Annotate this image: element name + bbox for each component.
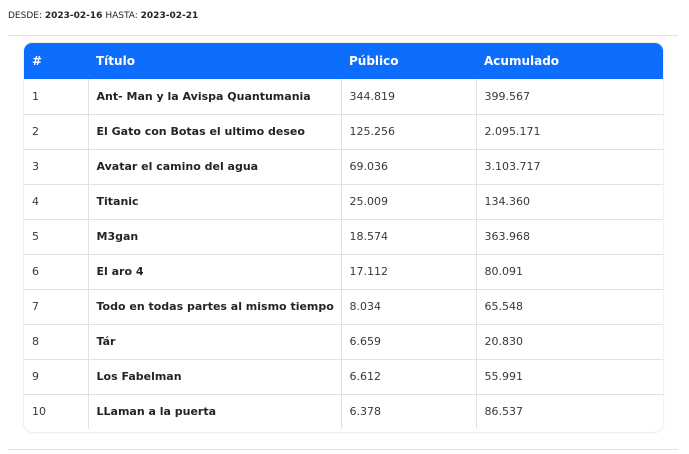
ranking-table-container: # Título Público Acumulado 1 Ant- Man y l…: [24, 43, 663, 432]
table-row: 4 Titanic 25.009 134.360: [24, 184, 663, 220]
cumulative-cell: 2.095.171: [476, 114, 663, 150]
cumulative-cell: 86.537: [484, 405, 524, 419]
rank-cell: 9: [24, 359, 89, 395]
table-row: 10 LLaman a la puerta 6.378 86.537: [24, 394, 663, 429]
rank-cell: 2: [24, 114, 89, 150]
cumulative-cell: 80.091: [476, 254, 663, 290]
rank-cell: 5: [24, 219, 89, 255]
to-date: 2023-02-21: [140, 11, 199, 21]
title-cell: Los Fabelman: [88, 359, 342, 395]
table-row: 9 Los Fabelman 6.612 55.991: [24, 359, 663, 395]
to-label: HASTA:: [105, 11, 138, 21]
header-title: Título: [88, 43, 341, 79]
header-cumulative: Acumulado: [476, 43, 663, 79]
table-row: 2 El Gato con Botas el ultimo deseo 125.25…: [24, 114, 663, 150]
rank-cell: 7: [24, 289, 89, 325]
title-cell: Tár: [88, 324, 342, 360]
cumulative-cell: 399.567: [476, 79, 663, 115]
rank-cell: 6: [24, 254, 89, 290]
title-cell: Todo en todas partes al mismo tiempo: [88, 289, 342, 325]
table-row: 6 El aro 4 17.112 80.091: [24, 254, 663, 290]
table-row: 5 M3gan 18.574 363.968: [24, 219, 663, 255]
top-divider: [8, 35, 678, 36]
cumulative-cell: 134.360: [476, 184, 663, 220]
ranking-table: # Título Público Acumulado 1 Ant- Man y l…: [24, 43, 663, 429]
public-cell: 6.659: [341, 324, 477, 360]
table-row: 8 Tár 6.659 20.830: [24, 324, 663, 360]
public-cell: 8.034: [341, 289, 477, 325]
public-cell: 17.112: [341, 254, 477, 290]
table-row: 7 Todo en todas partes al mismo tiempo 8.0…: [24, 289, 663, 325]
public-cell: 344.819: [341, 79, 477, 115]
table-row: 1 Ant- Man y la Avispa Quantumania 344.819…: [24, 79, 663, 115]
title-cell: Titanic: [88, 184, 342, 220]
public-cell: 69.036: [341, 149, 477, 185]
cumulative-cell: 20.830: [476, 324, 663, 360]
title-cell: El Gato con Botas el ultimo deseo: [88, 114, 342, 150]
rank-cell: 4: [24, 184, 89, 220]
from-label: DESDE:: [8, 11, 42, 21]
cumulative-cell: 363.968: [476, 219, 663, 255]
date-range: DESDE: 2023-02-16 HASTA: 2023-02-21: [8, 11, 198, 21]
public-cell: 18.574: [341, 219, 477, 255]
public-cell: 6.378: [341, 394, 477, 429]
cumulative-cell: 55.991: [476, 359, 663, 395]
public-cell: 6.612: [341, 359, 477, 395]
header-public: Público: [341, 43, 476, 79]
table-row: 3 Avatar el camino del agua 69.036 3.103.71…: [24, 149, 663, 185]
public-cell: 125.256: [341, 114, 477, 150]
from-date: 2023-02-16: [44, 11, 103, 21]
table-body: 1 Ant- Man y la Avispa Quantumania 344.819…: [24, 79, 663, 429]
bottom-divider: [8, 449, 678, 450]
header-row: # Título Público Acumulado: [24, 43, 663, 79]
title-cell: LLaman a la puerta: [88, 394, 342, 429]
title-cell: El aro 4: [88, 254, 342, 290]
cumulative-cell: 65.548: [476, 289, 663, 325]
title-cell: Avatar el camino del agua: [88, 149, 342, 185]
rank-cell: 10: [24, 394, 89, 429]
rank-cell: 1: [24, 79, 89, 115]
rank-cell: 3: [24, 149, 89, 185]
public-cell: 25.009: [341, 184, 477, 220]
header-num: #: [24, 43, 88, 79]
cumulative-cell: 3.103.717: [476, 149, 663, 185]
title-cell: M3gan: [88, 219, 342, 255]
rank-cell: 8: [24, 324, 89, 360]
title-cell: Ant- Man y la Avispa Quantumania: [88, 79, 342, 115]
table-header: # Título Público Acumulado: [24, 43, 663, 79]
